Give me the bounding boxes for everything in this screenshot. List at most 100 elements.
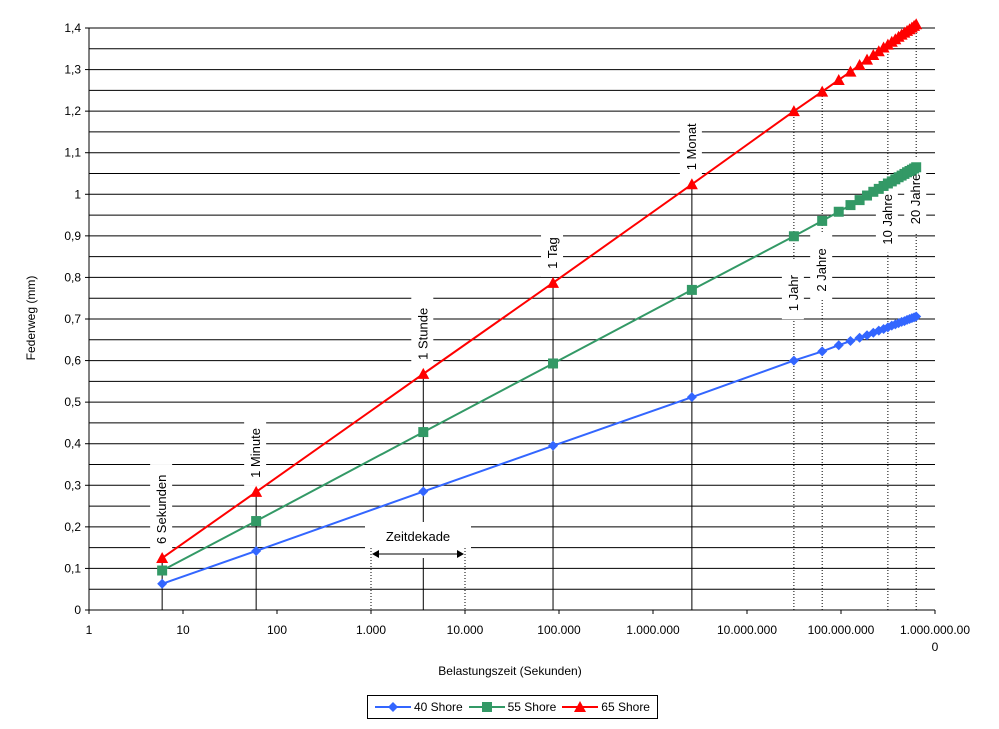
annotation-label-bg [244,412,267,486]
data-point [251,516,262,527]
x-axis-title: Belastungszeit (Sekunden) [438,664,581,678]
y-tick-label: 0,5 [64,395,81,409]
data-point [417,367,430,379]
x-tick-label: 10.000 [447,623,484,637]
series-line [161,166,917,572]
x-tick-label: 1 [86,623,93,637]
annotation-label: 20 Jahre [908,174,923,225]
legend-item: 65 Shore [562,700,650,714]
annotation-label-bg [810,233,833,300]
y-tick-label: 1,2 [64,104,81,118]
annotation-label-group: 1 Minute [244,412,267,486]
annotation-label-bg [150,464,173,553]
annotation-label-group: 1 Monat [679,112,702,179]
legend-item: 55 Shore [468,700,557,714]
data-point [844,65,857,77]
annotation-label-group: 10 Jahre [875,179,898,253]
data-point [816,85,829,97]
data-point [817,215,828,226]
data-point [832,73,845,85]
annotation-label: 1 Stunde [415,308,430,360]
y-tick-label: 0,1 [64,561,81,575]
data-point [854,195,865,206]
data-point [788,231,799,242]
x-tick-label: 1.000.000.00 [900,623,970,637]
zeitdekade-bg [365,522,471,558]
y-tick-label: 0,7 [64,312,81,326]
series-40-shore [157,311,922,589]
data-point [157,578,168,589]
annotation-label-group: 1 Stunde [411,294,434,368]
y-tick-label: 1,4 [64,21,81,35]
x-axis-ticks: 1 10 100 1.000 10.000 100.000 1.000.000 10.000.… [86,610,970,654]
data-point [833,206,844,217]
legend-label: 55 Shore [507,700,557,714]
data-point [911,311,922,322]
data-point [548,358,559,369]
data-point [251,545,262,556]
legend-item: 40 Shore [374,700,463,714]
y-axis-ticks: 0 0,1 0,2 0,3 0,4 0,5 0,6 0,7 0,8 0,9 1 1,1 1,2 1,3 1,… [64,21,89,617]
data-point [833,340,844,351]
annotation-label-group: 1 Jahr [781,260,804,320]
data-point [250,485,263,497]
annotation-label-bg [541,225,564,277]
y-tick-label: 0,9 [64,229,81,243]
data-point [845,200,856,211]
data-point [868,186,879,197]
annotation-label: 1 Monat [684,123,699,170]
legend-label: 40 Shore [413,700,463,714]
x-tick-label: 10.000.000 [717,623,777,637]
data-point [686,392,697,403]
annotation-label-group: 6 Sekunden [150,464,173,553]
data-point [788,355,799,366]
data-point [787,105,800,117]
annotation-label-group: 20 Jahre [904,159,927,233]
y-tick-label: 1,1 [64,146,81,160]
y-tick-label: 0,8 [64,270,81,284]
series-65-shore [156,18,923,564]
zeitdekade-arrow-left [372,550,379,558]
x-tick-label: 1.000 [356,623,386,637]
x-tick-label: 100.000 [537,623,581,637]
data-point [685,178,698,190]
series-line [161,315,917,585]
y-tick-label: 0,6 [64,354,81,368]
series-55-shore [157,162,922,576]
x-tick-label: 10 [176,623,190,637]
annotation-label-group: 1 Tag [541,225,564,277]
legend-swatch [562,701,599,712]
data-point [157,565,168,576]
y-axis-title: Federweg (mm) [24,276,38,361]
data-point [156,552,169,564]
data-point [547,276,560,288]
annotation-label-bg [781,260,804,320]
y-tick-label: 0,3 [64,478,81,492]
zeitdekade-annotation: Zeitdekade [365,522,471,610]
y-tick-label: 0,4 [64,437,81,451]
data-point [911,162,922,173]
series-group [156,18,923,589]
annotation-label: 6 Sekunden [154,475,169,544]
gridlines [88,27,935,611]
annotation-label: 1 Minute [248,428,263,478]
data-point [853,58,866,70]
data-point [910,18,923,30]
legend: 40 Shore 55 Shore 65 Shore [367,695,658,719]
data-point [817,346,828,357]
legend-swatch [374,702,411,712]
y-tick-label: 0,2 [64,520,81,534]
data-point [548,440,559,451]
annotation-label: 1 Tag [545,237,560,269]
annotation-label-group: 2 Jahre [810,233,833,300]
annotation-label-bg [875,179,898,253]
x-tick-label: 100 [267,623,287,637]
legend-swatch-marker [481,702,492,712]
legend-label: 65 Shore [601,700,650,714]
legend-swatch-marker [387,702,398,712]
x-tick-label: 1.000.000 [626,623,680,637]
data-point [418,427,429,438]
y-tick-label: 1,3 [64,63,81,77]
time-annotations: 6 Sekunden 1 Minute 1 Stunde 1 Tag 1 Monat 1 … [150,24,927,610]
